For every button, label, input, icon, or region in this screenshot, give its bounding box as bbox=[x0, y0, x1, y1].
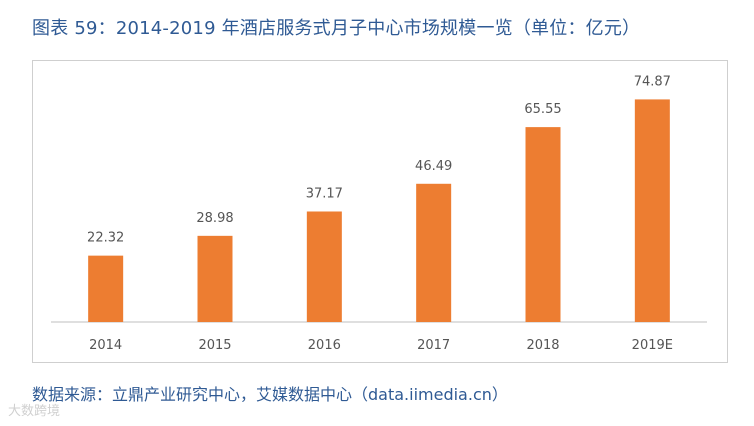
bar bbox=[197, 235, 233, 322]
watermark: 大数跨境 bbox=[8, 404, 61, 419]
data-label: 46.49 bbox=[415, 159, 452, 174]
x-tick-label: 2019E bbox=[632, 338, 673, 353]
bar-chart: 22.32 2014 28.98 2015 37.17 2016 46.49 2017 65.5… bbox=[51, 74, 707, 353]
bar bbox=[306, 211, 342, 322]
x-tick-label: 2014 bbox=[89, 338, 122, 353]
bar bbox=[634, 99, 670, 322]
x-tick-label: 2016 bbox=[308, 338, 341, 353]
data-label: 22.32 bbox=[87, 231, 124, 246]
data-label: 37.17 bbox=[306, 186, 343, 201]
chart-title: 图表 59：2014-2019 年酒店服务式月子中心市场规模一览（单位：亿元） bbox=[32, 18, 641, 39]
chart-frame: 22.32 2014 28.98 2015 37.17 2016 46.49 2017 65.5… bbox=[32, 60, 728, 363]
x-tick-label: 2015 bbox=[198, 338, 231, 353]
bar bbox=[416, 183, 452, 322]
data-label: 28.98 bbox=[196, 211, 233, 226]
bar bbox=[525, 127, 561, 323]
x-tick-label: 2018 bbox=[526, 338, 559, 353]
source-note: 数据来源：立鼎产业研究中心，艾媒数据中心（data.iimedia.cn） bbox=[32, 385, 508, 404]
data-label: 74.87 bbox=[634, 74, 671, 89]
x-tick-label: 2017 bbox=[417, 338, 450, 353]
bar bbox=[88, 255, 124, 322]
data-label: 65.55 bbox=[524, 102, 561, 117]
